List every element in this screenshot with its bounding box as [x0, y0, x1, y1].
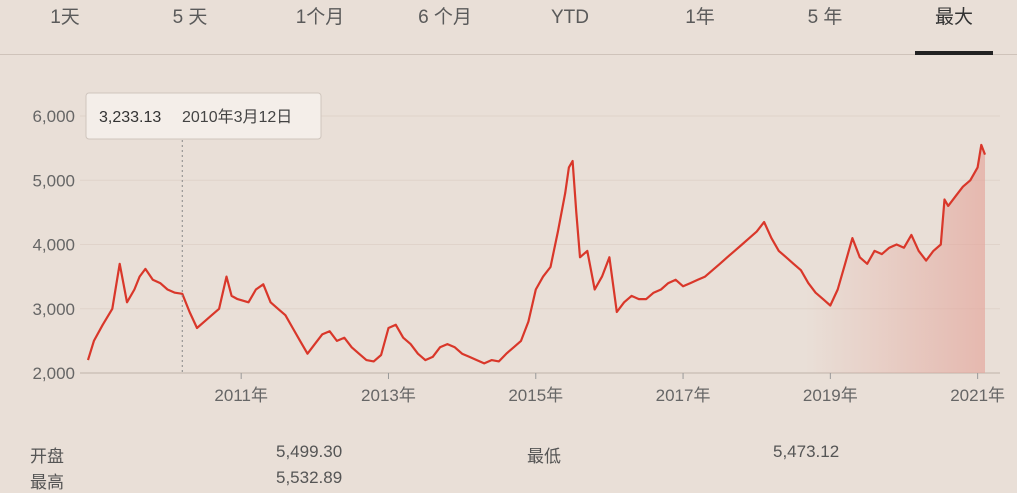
active-tab-indicator: [915, 51, 993, 55]
low-label: 最低: [527, 447, 561, 466]
x-tick-label: 2011年: [214, 386, 268, 405]
price-chart[interactable]: 2,000 3,000 4,000 5,000 6,000 2011年 2013年 2015…: [0, 60, 1017, 430]
x-tick-label: 2019年: [803, 386, 858, 405]
tab-max[interactable]: 最大: [934, 7, 973, 28]
tab-ytd[interactable]: YTD: [551, 7, 589, 28]
x-tick-label: 2013年: [361, 386, 416, 405]
open-label: 开盘: [30, 447, 64, 466]
tab-1-year[interactable]: 1年: [685, 7, 715, 28]
y-tick-label: 3,000: [32, 300, 75, 319]
y-tick-label: 2,000: [32, 364, 75, 383]
x-tick-label: 2021年: [950, 386, 1005, 405]
tooltip-date: 2010年3月12日: [182, 108, 292, 126]
y-tick-label: 6,000: [32, 107, 75, 126]
y-axis: 2,000 3,000 4,000 5,000 6,000: [32, 107, 75, 383]
x-tick-label: 2017年: [656, 386, 711, 405]
tab-6-month[interactable]: 6 个月: [418, 7, 472, 28]
tooltip-box: [85, 92, 322, 140]
y-tick-label: 4,000: [32, 236, 75, 255]
stats-panel: 开盘 5,499.30 最低 5,473.12 最高 5,532.89: [0, 430, 1017, 492]
tooltip-value: 3,233.13: [99, 109, 161, 126]
tooltip: 3,233.13 2010年3月12日: [85, 92, 322, 140]
series-line: [86, 143, 987, 365]
x-axis: 2011年 2013年 2015年 2017年 2019年 2021年: [214, 373, 1005, 405]
tab-1-day[interactable]: 1天: [50, 7, 80, 28]
series-area: [88, 144, 985, 373]
high-label: 最高: [30, 473, 64, 492]
x-tick-label: 2015年: [508, 386, 563, 405]
tab-5-year[interactable]: 5 年: [807, 7, 843, 28]
y-tick-label: 5,000: [32, 171, 75, 190]
open-value: 5,499.30: [276, 442, 343, 461]
range-tabs: 1天 5 天 1个月 6 个月 YTD 1年 5 年 最大: [0, 0, 1017, 55]
high-value: 5,532.89: [276, 468, 343, 487]
low-value: 5,473.12: [773, 442, 840, 461]
tab-5-day[interactable]: 5 天: [172, 7, 208, 28]
tab-1-month[interactable]: 1个月: [295, 7, 345, 28]
